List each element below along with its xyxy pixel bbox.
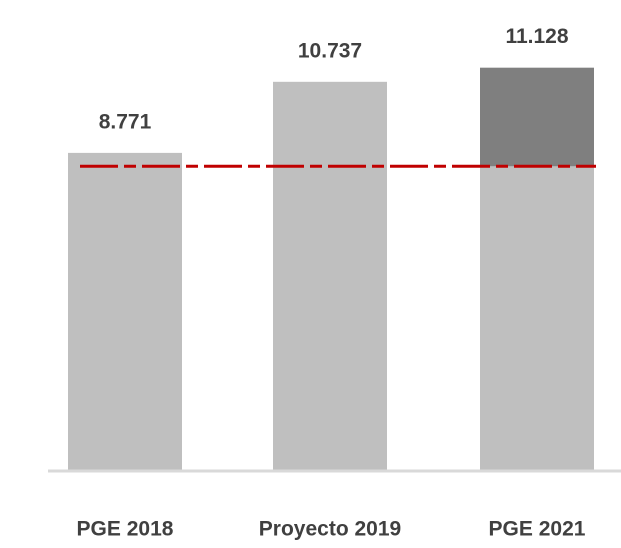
bar-segment bbox=[480, 166, 594, 471]
bar-segment bbox=[68, 152, 182, 470]
x-tick-label: Proyecto 2019 bbox=[259, 518, 401, 541]
total-label: 11.128 bbox=[505, 25, 568, 48]
total-label: 8.771 bbox=[99, 110, 152, 133]
bar-segment bbox=[273, 81, 387, 470]
total-label: 10.737 bbox=[298, 39, 362, 62]
x-tick-label: PGE 2018 bbox=[77, 518, 174, 541]
bar-segment bbox=[480, 67, 594, 167]
x-tick-label: PGE 2021 bbox=[489, 518, 586, 541]
